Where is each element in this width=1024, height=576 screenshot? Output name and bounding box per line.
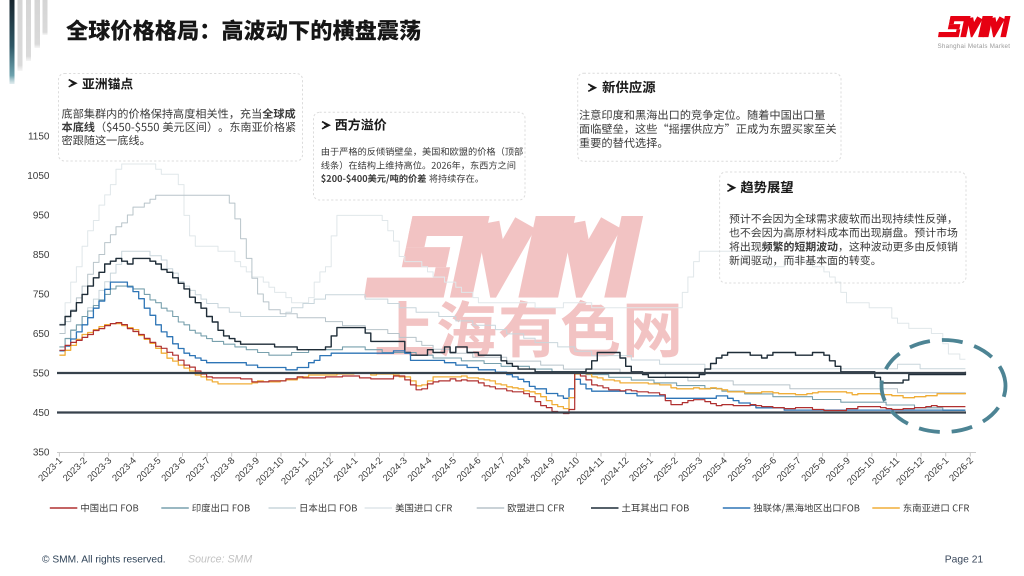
svg-text:750: 750 bbox=[33, 290, 50, 301]
svg-text:850: 850 bbox=[33, 250, 50, 261]
svg-text:650: 650 bbox=[33, 329, 50, 340]
svg-text:Source: SMM: Source: SMM bbox=[188, 554, 252, 566]
svg-text:450: 450 bbox=[33, 408, 50, 419]
svg-text:950: 950 bbox=[33, 211, 50, 222]
svg-text:© SMM. All rights reserved.: © SMM. All rights reserved. bbox=[42, 555, 166, 566]
svg-text:550: 550 bbox=[33, 369, 50, 380]
svg-text:1150: 1150 bbox=[28, 132, 50, 143]
svg-text:350: 350 bbox=[33, 448, 50, 459]
svg-text:1050: 1050 bbox=[27, 171, 50, 182]
svg-text:Page 21: Page 21 bbox=[945, 555, 984, 566]
svg-text:Shanghai Metals Market: Shanghai Metals Market bbox=[938, 43, 1011, 50]
